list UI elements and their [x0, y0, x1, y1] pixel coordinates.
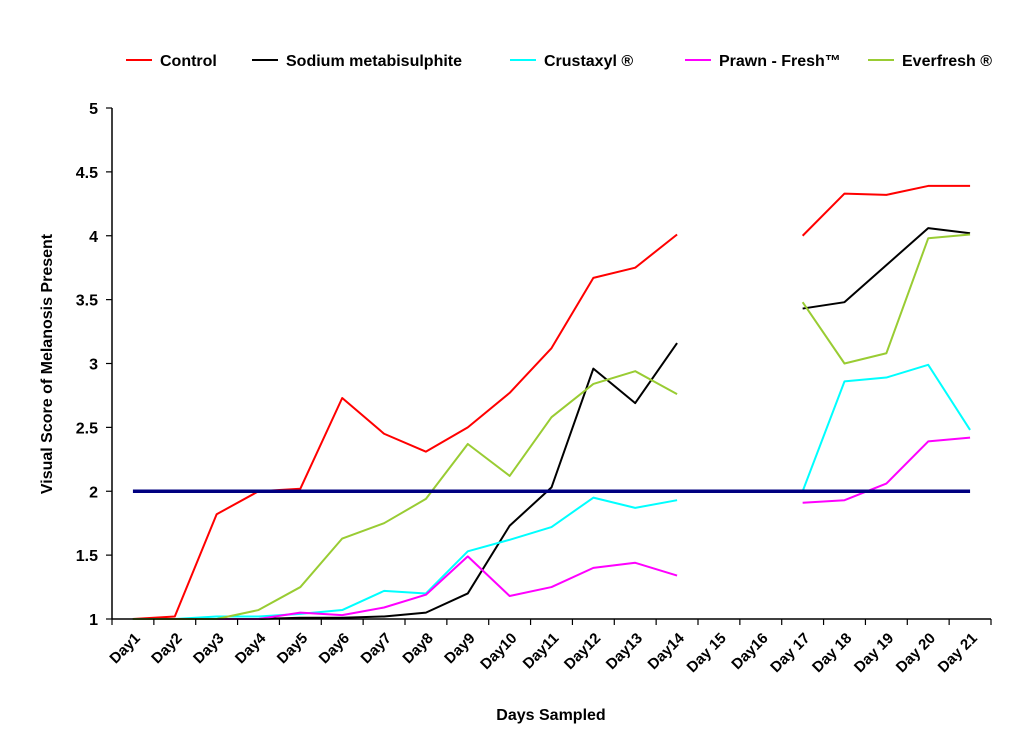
- x-tick-label: Day6: [316, 630, 353, 667]
- x-tick-label: Day1: [106, 630, 143, 667]
- x-tick-label: Day8: [399, 630, 436, 667]
- y-tick-label: 1.5: [76, 548, 98, 565]
- x-tick-label: Day16: [728, 630, 771, 673]
- x-tick-label: Day 18: [809, 630, 855, 676]
- y-tick-label: 5: [89, 101, 98, 118]
- x-tick-label: Day3: [190, 630, 227, 667]
- legend: Control Sodium metabisulphite Crustaxyl ® P…: [126, 53, 992, 70]
- y-tick-label: 2: [89, 484, 98, 501]
- series-line: [132, 496, 678, 620]
- series-line: [802, 227, 971, 310]
- x-tick-label: Day 17: [767, 630, 813, 676]
- x-tick-label: Day14: [645, 629, 689, 673]
- series-line: [801, 363, 971, 492]
- legend-label: Sodium metabisulphite: [286, 53, 462, 70]
- x-tick-label: Day 20: [893, 630, 939, 676]
- legend-label: Everfresh ®: [902, 53, 992, 70]
- legend-label: Crustaxyl ®: [544, 53, 633, 70]
- x-tick-label: Day 21: [935, 630, 981, 676]
- series-line: [132, 555, 678, 620]
- series-line: [132, 342, 678, 620]
- x-axis-title: Days Sampled: [496, 707, 605, 724]
- legend-label: Prawn - Fresh™: [719, 53, 841, 70]
- x-tick-label: Day 19: [851, 630, 897, 676]
- series-line: [802, 436, 971, 504]
- series-line: [132, 233, 678, 620]
- y-tick-label: 1: [89, 612, 98, 629]
- x-tick-label: Day4: [232, 629, 270, 667]
- series-line: [801, 233, 971, 365]
- y-tick-label: 4: [89, 229, 98, 246]
- y-tick-label: 4.5: [76, 165, 98, 182]
- plot-area: [132, 184, 971, 620]
- x-tick-label: Day2: [148, 630, 185, 667]
- x-tick-label: Day7: [358, 630, 395, 667]
- x-tick-label: Day11: [520, 630, 563, 673]
- x-tick-label: Day13: [603, 630, 646, 673]
- y-axis-title: Visual Score of Melanosis Present: [39, 233, 56, 494]
- x-tick-label: Day9: [441, 630, 478, 667]
- legend-label: Control: [160, 53, 217, 70]
- y-tick-label: 3.5: [76, 293, 98, 310]
- x-tick-label: Day10: [477, 630, 520, 673]
- y-tick-label: 2.5: [76, 420, 98, 437]
- y-tick-label: 3: [89, 357, 98, 374]
- series-line: [801, 184, 971, 237]
- x-tick-label: Day5: [274, 630, 311, 667]
- x-tick-label: Day12: [561, 630, 604, 673]
- x-tick-label: Day 15: [684, 630, 730, 676]
- series-line: [132, 370, 678, 620]
